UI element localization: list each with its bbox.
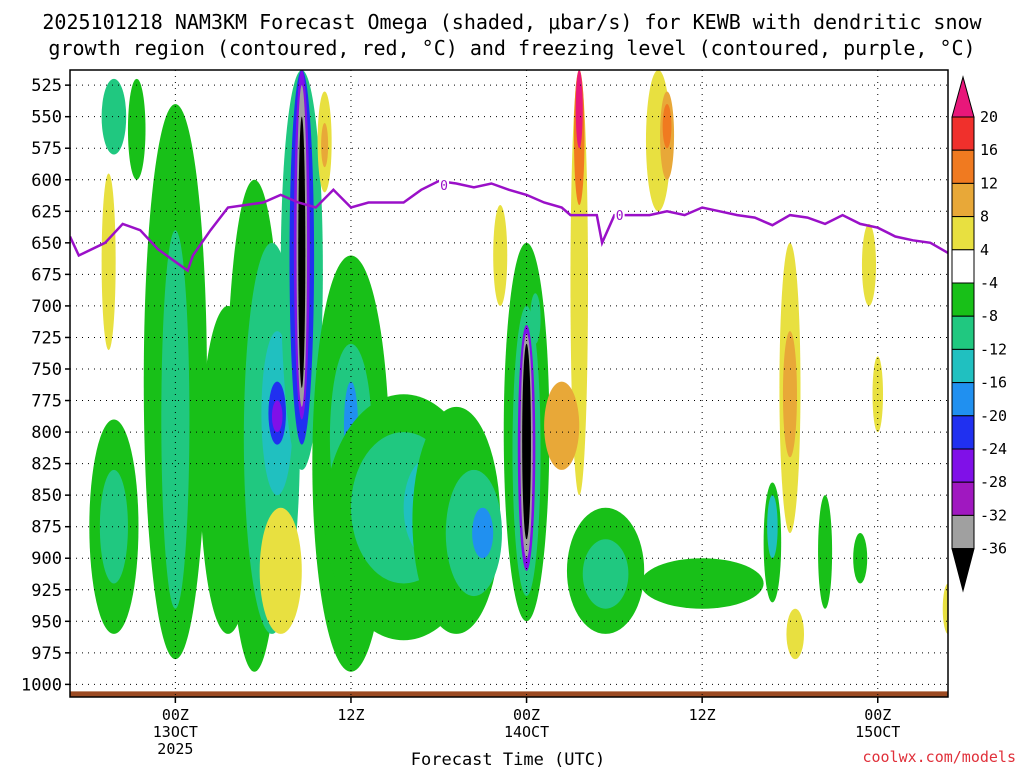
y-tick-label: 850 [31,486,62,506]
colorbar-bin [952,316,974,349]
y-tick-label: 1000 [21,675,62,695]
colorbar-bin [952,250,974,283]
x-tick-label: 14OCT [504,723,549,741]
y-tick-label: 825 [31,455,62,475]
omega-region [472,508,493,558]
chart-title-line1: 2025101218 NAM3KM Forecast Omega (shaded… [42,10,982,34]
x-axis-label: Forecast Time (UTC) [411,750,605,768]
colorbar-label: 20 [980,108,998,126]
x-tick-label: 00Z [513,706,540,724]
x-tick-label: 00Z [162,706,189,724]
colorbar-label: -28 [980,473,1007,491]
colorbar-label: -12 [980,340,1007,358]
y-tick-label: 875 [31,518,62,538]
colorbar-label: -4 [980,274,998,292]
y-tick-label: 525 [31,76,62,96]
omega-region [786,609,804,659]
x-tick-label: 12Z [337,706,364,724]
chart-title-line2: growth region (contoured, red, °C) and f… [48,36,975,60]
colorbar-bottom-arrow [952,549,974,591]
x-tick-label: 2025 [157,740,193,758]
omega-region [493,205,507,306]
omega-region [102,173,116,350]
colorbar-bin [952,416,974,449]
y-axis: 525 550 575 600 625 650 675 700 725 750 775 800 825 8… [21,76,70,695]
omega-region [128,79,146,180]
y-tick-label: 800 [31,423,62,443]
colorbar-bin [952,283,974,316]
omega-region [583,539,629,608]
colorbar-bin [952,349,974,382]
omega-region [298,117,305,388]
omega-region [321,123,328,167]
y-tick-label: 625 [31,202,62,222]
freezing-level-label: 0 [440,179,448,194]
colorbar-bin [952,183,974,216]
colorbar-bin [952,117,974,150]
y-tick-label: 650 [31,234,62,254]
colorbar: 20 16 12 8 4 -4 -8 -12 -16 -20 -24 -28 -32 -36 [952,77,1007,591]
colorbar-bin [952,217,974,250]
omega-region [818,495,832,609]
omega-region [576,70,583,148]
y-tick-label: 975 [31,644,62,664]
y-tick-label: 700 [31,297,62,317]
y-tick-label: 750 [31,360,62,380]
surface-ground [70,691,948,697]
y-tick-label: 550 [31,108,62,128]
omega-region [663,104,672,148]
colorbar-label: -24 [980,440,1007,458]
omega-region [530,293,541,343]
omega-region [272,401,283,433]
y-tick-label: 600 [31,171,62,191]
colorbar-label: -32 [980,506,1007,524]
x-tick-label: 12Z [689,706,716,724]
omega-region [100,470,128,584]
colorbar-label: -20 [980,407,1007,425]
colorbar-label: 12 [980,174,998,192]
omega-time-height-chart: 2025101218 NAM3KM Forecast Omega (shaded… [0,0,1024,768]
y-tick-label: 575 [31,139,62,159]
y-tick-label: 950 [31,612,62,632]
omega-region [783,331,797,457]
plot-area: 00 [70,70,953,697]
omega-region [862,224,876,306]
y-tick-label: 925 [31,581,62,601]
colorbar-bin [952,515,974,548]
colorbar-label: 4 [980,241,989,259]
omega-region [544,382,579,470]
x-tick-label: 15OCT [855,723,900,741]
colorbar-label: -36 [980,540,1007,558]
x-tick-label: 00Z [864,706,891,724]
colorbar-top-arrow [952,77,974,117]
omega-region [641,558,764,608]
colorbar-bin [952,150,974,183]
colorbar-bin [952,383,974,416]
y-tick-label: 775 [31,392,62,412]
freezing-level-label: 0 [616,209,624,224]
colorbar-label: -16 [980,374,1007,392]
omega-region [522,344,531,540]
omega-region [102,79,127,155]
colorbar-bin [952,482,974,515]
colorbar-bin [952,449,974,482]
y-tick-label: 900 [31,549,62,569]
omega-region [853,533,867,583]
x-tick-label: 13OCT [153,723,198,741]
y-tick-label: 725 [31,328,62,348]
colorbar-label: 16 [980,141,998,159]
credit-text: coolwx.com/models [862,748,1016,766]
colorbar-label: 8 [980,208,989,226]
colorbar-label: -8 [980,307,998,325]
y-tick-label: 675 [31,265,62,285]
